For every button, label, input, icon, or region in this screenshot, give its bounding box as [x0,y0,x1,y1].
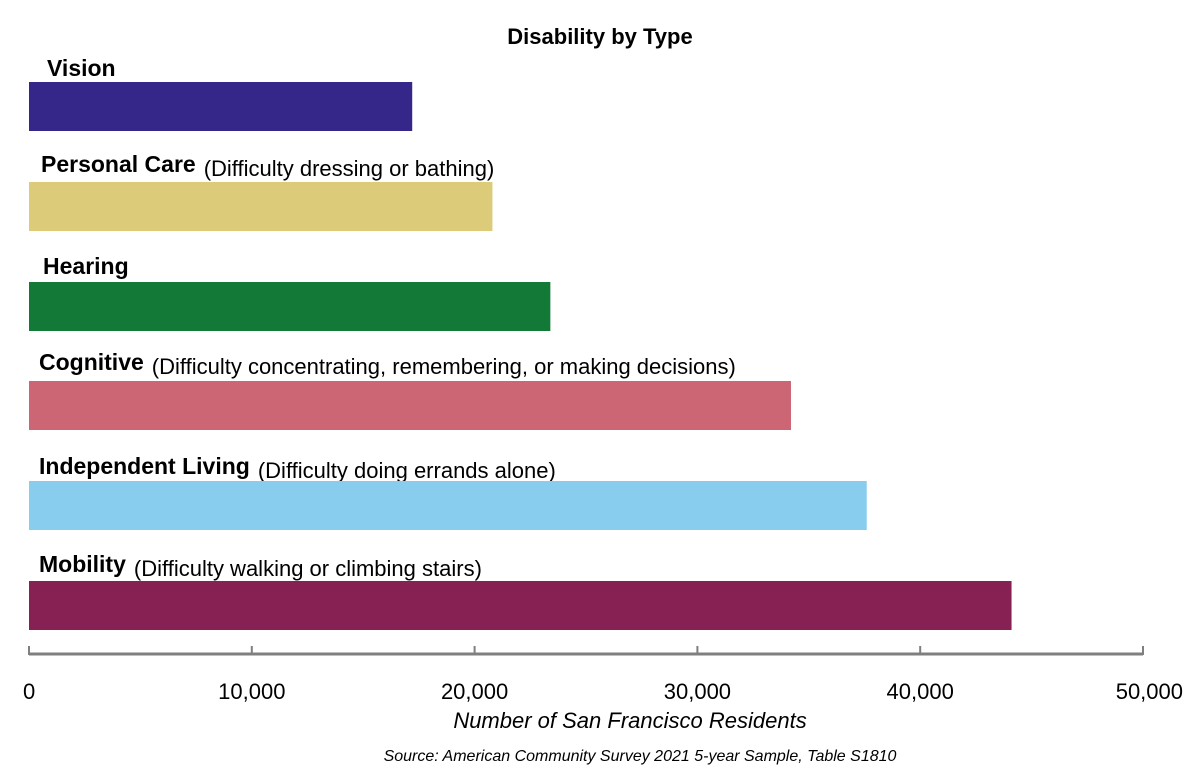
x-axis: 0 10,000 20,000 30,000 40,000 50,000 [23,646,1183,704]
bar-group: Hearing [29,253,551,331]
bar [29,381,791,430]
bar-group: Mobility (Difficulty walking or climbing … [29,551,1012,630]
bar [29,282,551,331]
category-label: Hearing [43,253,129,279]
x-tick-label: 20,000 [441,679,508,704]
category-description: (Difficulty walking or climbing stairs) [134,556,482,581]
category-description: (Difficulty doing errands alone) [258,458,556,483]
source-note: Source: American Community Survey 2021 5… [384,748,897,765]
x-tick-label: 0 [23,679,35,704]
category-name: Hearing [43,253,129,279]
category-name: Cognitive [39,349,144,375]
category-name: Independent Living [39,453,250,479]
category-label: Independent Living (Difficulty doing erra… [39,453,556,483]
category-description: (Difficulty dressing or bathing) [204,156,495,181]
bar [29,182,493,231]
chart-title: Disability by Type [507,24,692,49]
bar-group: Cognitive (Difficulty concentrating, reme… [29,349,791,430]
x-tick-label: 50,000 [1116,679,1183,704]
category-name: Mobility [39,551,126,577]
bar-group: Independent Living (Difficulty doing erra… [29,453,867,530]
bar-group: Personal Care (Difficulty dressing or bat… [29,151,494,231]
category-label: Vision [47,55,116,81]
category-label: Personal Care (Difficulty dressing or bat… [41,151,494,181]
x-axis-label: Number of San Francisco Residents [453,708,806,733]
category-label: Mobility (Difficulty walking or climbing … [39,551,482,581]
x-tick-label: 30,000 [664,679,731,704]
category-description: (Difficulty concentrating, remembering, … [152,354,736,379]
category-name: Vision [47,55,116,81]
x-tick-label: 40,000 [887,679,954,704]
bar [29,581,1012,630]
category-name: Personal Care [41,151,196,177]
bar [29,481,867,530]
x-tick-label: 10,000 [218,679,285,704]
category-label: Cognitive (Difficulty concentrating, reme… [39,349,736,379]
bar-group: Vision [29,55,413,131]
bar [29,82,413,131]
